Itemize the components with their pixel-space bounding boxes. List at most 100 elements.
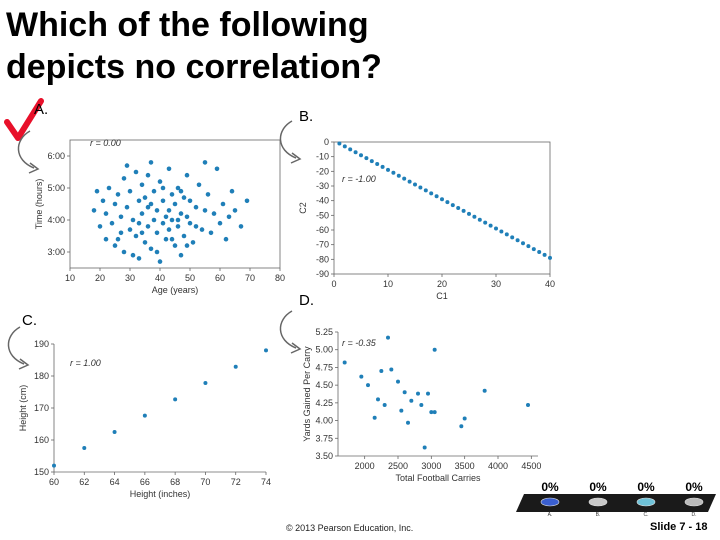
data-point-a [145, 224, 151, 229]
data-point-a [169, 236, 175, 242]
y-tick-label-c: 180 [34, 371, 49, 381]
data-point-a [169, 192, 175, 197]
poll-percent: 0% [637, 480, 655, 494]
x-tick-label-d: 4000 [488, 461, 508, 471]
data-point-b [429, 191, 434, 196]
data-point-a [151, 188, 157, 194]
data-point-a [133, 169, 139, 175]
data-point-a [97, 224, 103, 229]
y-tick-label-d: 4.00 [315, 416, 333, 426]
data-point-d [409, 398, 414, 403]
x-tick-label-a: 70 [245, 273, 255, 283]
data-point-d [382, 402, 387, 407]
data-point-b [548, 255, 552, 260]
y-tick-label-d: 3.75 [315, 433, 333, 443]
correlation-annotation-c: r = 1.00 [70, 358, 101, 368]
data-point-a [169, 217, 175, 223]
x-tick-label-d: 3500 [455, 461, 475, 471]
data-point-a [106, 185, 112, 191]
axes-c: 60 62 64 66 68 70 72 74 150 160 170 180 190 [34, 339, 271, 487]
data-point-c [82, 446, 87, 450]
data-point-a [211, 211, 217, 216]
data-point-a [226, 214, 232, 220]
data-point-a [232, 208, 238, 213]
slide-title-line-1: Which of the following [6, 6, 369, 44]
data-point-a [166, 227, 172, 232]
data-point-d [366, 383, 370, 388]
data-point-a [208, 230, 214, 236]
data-point-d [372, 415, 377, 420]
curved-arrow-icon-a [17, 130, 40, 174]
data-point-b [467, 211, 471, 216]
curved-arrow-icon-c [7, 326, 30, 370]
data-point-d [429, 410, 434, 415]
data-point-b [337, 141, 342, 146]
data-point-b [386, 167, 390, 172]
data-point-b [364, 156, 369, 161]
data-point-a [166, 166, 172, 172]
data-point-a [139, 230, 145, 236]
option-label-c: C. [22, 312, 37, 329]
data-point-a [112, 243, 118, 248]
data-point-a [136, 256, 142, 261]
data-point-b [531, 247, 536, 252]
data-point-a [109, 220, 115, 226]
data-point-a [151, 217, 157, 223]
y-tick-label-d: 4.50 [315, 380, 333, 390]
option-label-b: B. [299, 108, 314, 125]
data-point-d [432, 410, 437, 415]
axes-d: 2000 2500 3000 3500 4000 4500 3.50 3.75 4.00 4.25… [315, 327, 541, 471]
data-point-d [426, 391, 430, 396]
y-tick-label-b: -70 [316, 240, 329, 250]
data-point-a [202, 208, 208, 213]
curved-arrow-icon-d [279, 310, 302, 354]
poll-base-shape [516, 494, 716, 512]
x-tick-label-a: 40 [155, 273, 165, 283]
data-point-d [396, 379, 400, 384]
data-point-a [136, 220, 142, 226]
data-point-a [148, 160, 154, 165]
data-point-b [483, 220, 488, 225]
data-point-a [202, 160, 208, 165]
data-point-a [190, 240, 196, 245]
slide-title: Which of the following depicts no correl… [6, 4, 382, 88]
data-point-b [375, 162, 380, 166]
data-point-b [369, 159, 374, 164]
y-tick-label-d: 3.50 [315, 451, 333, 461]
poll-bar-marker [636, 497, 656, 507]
data-point-a [148, 246, 154, 252]
data-point-d [386, 335, 390, 340]
correlation-annotation-b: r = -1.00 [342, 174, 376, 184]
data-point-c [142, 413, 147, 418]
data-point-a [205, 192, 211, 197]
data-points-c [52, 348, 268, 468]
data-point-a [157, 179, 163, 184]
data-point-a [121, 249, 127, 255]
data-point-b [396, 173, 401, 178]
data-point-a [175, 224, 181, 229]
data-point-b [413, 182, 417, 187]
y-axis-label-c: Height (cm) [18, 385, 28, 432]
data-points-a [91, 160, 250, 264]
data-point-a [103, 211, 109, 216]
data-point-a [184, 172, 190, 178]
data-point-b [407, 179, 412, 184]
data-point-b [499, 229, 504, 234]
data-point-c [112, 430, 117, 434]
x-tick-label-c: 68 [170, 477, 180, 487]
poll-bar-marker [588, 497, 608, 507]
data-point-d [399, 408, 404, 413]
data-point-d [379, 368, 384, 373]
data-point-a [136, 198, 142, 204]
y-tick-label-c: 170 [34, 403, 49, 413]
x-tick-label-c: 60 [49, 477, 59, 487]
data-point-a [124, 163, 130, 168]
x-tick-label-b: 20 [437, 279, 447, 289]
data-point-a [178, 252, 184, 258]
data-point-b [477, 217, 482, 222]
data-point-d [402, 390, 407, 395]
data-point-d [462, 416, 467, 421]
y-tick-label-a: 4:00 [47, 215, 65, 225]
data-point-d [526, 402, 530, 407]
data-point-a [160, 220, 166, 226]
